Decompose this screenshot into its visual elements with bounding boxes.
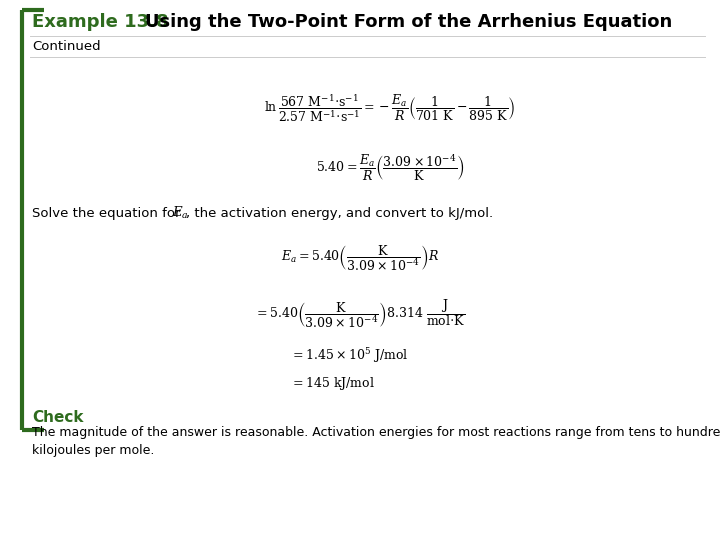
Text: , the activation energy, and convert to kJ/mol.: , the activation energy, and convert to … <box>186 206 493 219</box>
Text: Using the Two-Point Form of the Arrhenius Equation: Using the Two-Point Form of the Arrheniu… <box>145 13 672 31</box>
Text: $= 1.45 \times 10^5\ \mathrm{J/mol}$: $= 1.45 \times 10^5\ \mathrm{J/mol}$ <box>290 347 408 366</box>
Text: Check: Check <box>32 410 84 425</box>
Text: Continued: Continued <box>32 39 101 52</box>
Text: $= 145\ \mathrm{kJ/mol}$: $= 145\ \mathrm{kJ/mol}$ <box>290 375 375 393</box>
Text: $E_a = 5.40\left(\dfrac{\mathrm{K}}{3.09 \times 10^{-4}}\right)R$: $E_a = 5.40\left(\dfrac{\mathrm{K}}{3.09… <box>281 243 439 273</box>
Text: Solve the equation for: Solve the equation for <box>32 206 185 219</box>
Text: $\mathrm{ln}\,\dfrac{567\ \mathrm{M^{-1}{\cdot}s^{-1}}}{2.57\ \mathrm{M^{-1}{\cd: $\mathrm{ln}\,\dfrac{567\ \mathrm{M^{-1}… <box>264 92 516 124</box>
Text: Example 13.8: Example 13.8 <box>32 13 168 31</box>
Text: $5.40 = \dfrac{E_a}{R}\left(\dfrac{3.09 \times 10^{-4}}{\mathrm{K}}\right)$: $5.40 = \dfrac{E_a}{R}\left(\dfrac{3.09 … <box>315 153 464 183</box>
Text: The magnitude of the answer is reasonable. Activation energies for most reaction: The magnitude of the answer is reasonabl… <box>32 426 720 457</box>
Text: $E_a$: $E_a$ <box>172 205 189 221</box>
Text: $= 5.40\left(\dfrac{\mathrm{K}}{3.09 \times 10^{-4}}\right)8.314\ \dfrac{\mathrm: $= 5.40\left(\dfrac{\mathrm{K}}{3.09 \ti… <box>254 298 466 330</box>
